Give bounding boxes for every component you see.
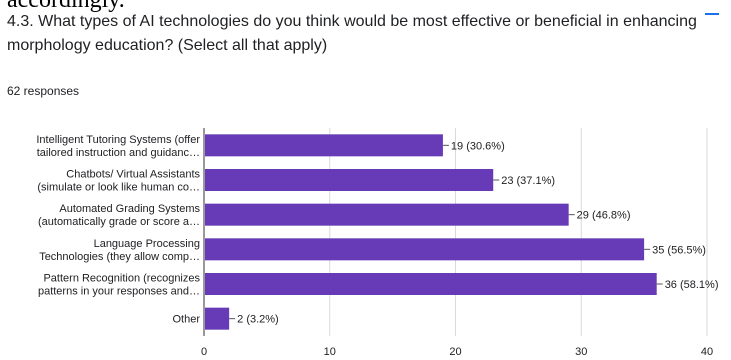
- category-label: Language Processing: [94, 238, 200, 250]
- x-tick-label: 30: [575, 346, 587, 358]
- bar: [205, 203, 569, 226]
- category-label: (simulate or look like human co…: [37, 182, 200, 194]
- data-label: 35 (56.5%): [652, 244, 706, 256]
- data-label: 23 (37.1%): [501, 175, 555, 187]
- category-label: Technologies (they allow comp…: [39, 251, 200, 263]
- x-tick-label: 40: [701, 346, 713, 358]
- category-label: Other: [172, 314, 200, 326]
- x-tick-label: 20: [449, 346, 461, 358]
- bar: [205, 307, 230, 330]
- category-label: Pattern Recognition (recognizes: [43, 273, 200, 285]
- category-label: (automatically grade or score a…: [38, 216, 200, 228]
- category-label: Intelligent Tutoring Systems (offer: [36, 134, 200, 146]
- x-tick-label: 10: [324, 346, 336, 358]
- response-count: 62 responses: [7, 84, 80, 98]
- bar: [205, 134, 443, 157]
- question-title: 4.3. What types of AI technologies do yo…: [7, 13, 697, 54]
- cropped-previous-text: accordingly.: [7, 0, 125, 13]
- category-label: patterns in your responses and…: [38, 286, 200, 298]
- copy-chart-indicator: [705, 13, 719, 15]
- data-label: 36 (58.1%): [665, 279, 719, 291]
- x-tick-label: 0: [201, 346, 207, 358]
- category-label: tailored instruction and guidanc…: [37, 147, 200, 159]
- category-label: Chatbots/ Virtual Assistants: [66, 169, 200, 181]
- category-label: Automated Grading Systems: [59, 203, 200, 215]
- data-label: 29 (46.8%): [577, 210, 631, 222]
- bar: [205, 169, 494, 191]
- bar: [205, 273, 657, 295]
- data-label: 2 (3.2%): [237, 314, 279, 326]
- data-label: 19 (30.6%): [451, 140, 505, 152]
- bar: [205, 238, 645, 261]
